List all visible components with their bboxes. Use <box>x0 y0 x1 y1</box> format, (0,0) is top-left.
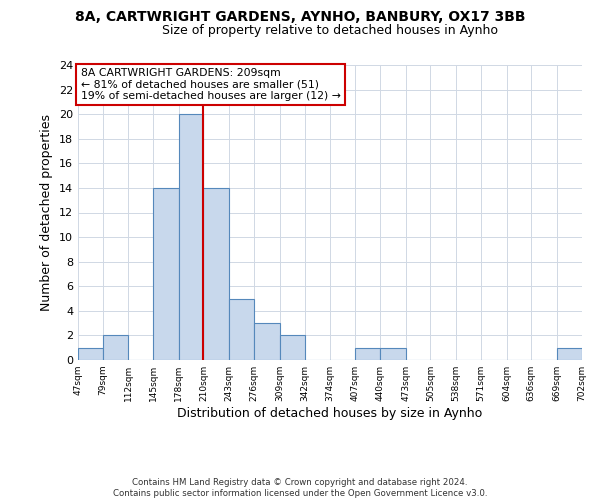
Bar <box>103 336 128 360</box>
Title: Size of property relative to detached houses in Aynho: Size of property relative to detached ho… <box>162 24 498 38</box>
Text: 8A CARTWRIGHT GARDENS: 209sqm
← 81% of detached houses are smaller (51)
19% of s: 8A CARTWRIGHT GARDENS: 209sqm ← 81% of d… <box>80 68 340 101</box>
Bar <box>203 188 229 360</box>
Text: 8A, CARTWRIGHT GARDENS, AYNHO, BANBURY, OX17 3BB: 8A, CARTWRIGHT GARDENS, AYNHO, BANBURY, … <box>75 10 525 24</box>
Text: Contains HM Land Registry data © Crown copyright and database right 2024.
Contai: Contains HM Land Registry data © Crown c… <box>113 478 487 498</box>
Bar <box>154 188 179 360</box>
Bar <box>280 336 305 360</box>
Bar <box>355 348 380 360</box>
Bar <box>254 323 280 360</box>
Bar <box>229 298 254 360</box>
Bar <box>78 348 103 360</box>
Bar <box>179 114 203 360</box>
Bar <box>380 348 406 360</box>
Bar <box>557 348 582 360</box>
X-axis label: Distribution of detached houses by size in Aynho: Distribution of detached houses by size … <box>178 407 482 420</box>
Y-axis label: Number of detached properties: Number of detached properties <box>40 114 53 311</box>
